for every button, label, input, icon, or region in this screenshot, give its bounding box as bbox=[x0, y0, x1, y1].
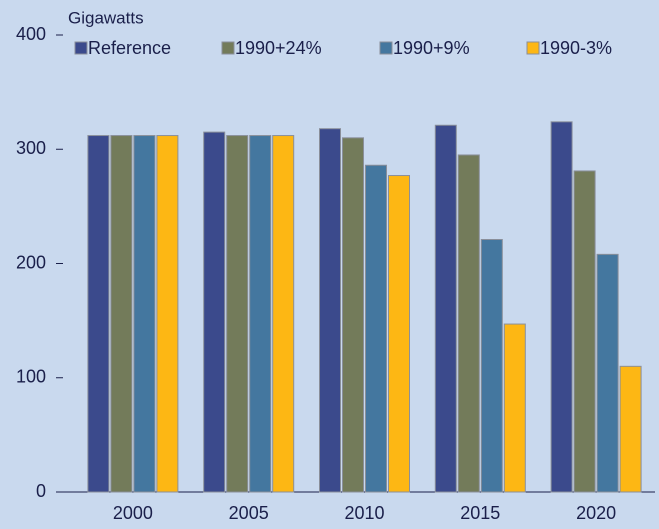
y-tick-label: 100 bbox=[16, 367, 46, 387]
bar bbox=[573, 170, 596, 493]
x-tick-label: 2010 bbox=[344, 503, 384, 523]
legend-label: 1990-3% bbox=[540, 38, 612, 58]
legend-swatch bbox=[221, 41, 235, 55]
bar bbox=[110, 135, 133, 493]
x-tick-label: 2020 bbox=[576, 503, 616, 523]
y-tick-label: 300 bbox=[16, 138, 46, 158]
y-tick-label: 400 bbox=[16, 24, 46, 44]
bar bbox=[457, 154, 480, 493]
legend-swatch bbox=[379, 41, 393, 55]
bar bbox=[272, 135, 295, 493]
bar bbox=[203, 131, 226, 493]
bar bbox=[550, 121, 573, 493]
bar bbox=[342, 137, 364, 493]
legend-swatch bbox=[74, 41, 88, 55]
bar bbox=[596, 253, 619, 493]
bar bbox=[87, 135, 110, 493]
bar bbox=[226, 135, 249, 493]
y-tick-label: 0 bbox=[36, 481, 46, 501]
x-tick-label: 2000 bbox=[113, 503, 153, 523]
legend-swatch bbox=[526, 41, 540, 55]
bar bbox=[503, 323, 526, 493]
bar bbox=[388, 175, 410, 493]
bar bbox=[434, 124, 457, 493]
x-tick-label: 2005 bbox=[229, 503, 269, 523]
bar bbox=[249, 135, 272, 493]
y-axis-label: Gigawatts bbox=[68, 8, 144, 27]
bar bbox=[319, 128, 341, 493]
x-tick-label: 2015 bbox=[460, 503, 500, 523]
bar bbox=[365, 164, 387, 493]
legend-label: 1990+9% bbox=[393, 38, 470, 58]
bar bbox=[480, 239, 503, 493]
bar bbox=[133, 135, 156, 493]
legend-label: 1990+24% bbox=[235, 38, 322, 58]
bar bbox=[156, 135, 179, 493]
bar bbox=[619, 365, 642, 493]
y-tick-label: 200 bbox=[16, 252, 46, 272]
legend-label: Reference bbox=[88, 38, 171, 58]
